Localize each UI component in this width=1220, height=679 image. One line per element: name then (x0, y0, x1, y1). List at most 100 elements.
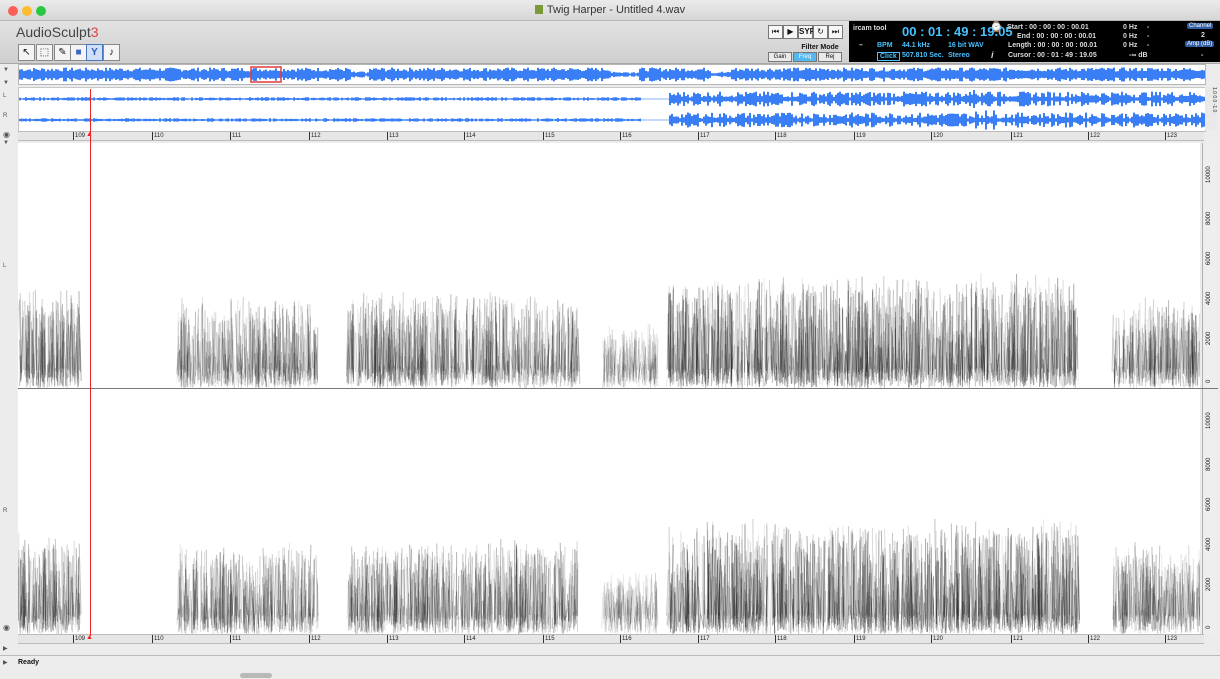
hz-dash-1: - (1147, 24, 1150, 31)
cursor-readout: Cursor : 00 : 01 : 49 : 19.05 (1008, 52, 1097, 59)
ruler-tick-121: 121 (1011, 132, 1024, 140)
ruler-tick-111: 111 (230, 635, 242, 643)
freq-tick-8000: 8000 (1206, 211, 1212, 225)
ruler-tick-119: 119 (854, 132, 866, 140)
playhead-marker-top[interactable]: ▲ (86, 131, 93, 138)
hz-readout-2: 0 Hz (1123, 33, 1138, 40)
click-button[interactable]: Click (877, 52, 900, 61)
hz-dash-2: - (1147, 33, 1150, 40)
tempo-dash: – (859, 42, 863, 49)
info-icon[interactable]: i (991, 50, 994, 60)
ircam-logo: ircam tool (853, 25, 887, 32)
marquee-tool-button[interactable]: ⬚ (36, 44, 53, 61)
ruler-tick-116: 116 (620, 132, 632, 140)
time-ruler-top[interactable]: 109 110 111 112 113 114 115 116 117 118 119 120 121 1… (18, 131, 1204, 141)
filter-mode-label: Filter Mode (801, 44, 839, 51)
ruler-tick-110: 110 (152, 132, 164, 140)
channel-label-left-wave: L (3, 93, 7, 99)
bit-depth: 16 bit WAV (948, 42, 984, 49)
overview-expand-icon[interactable]: ▼ (3, 80, 9, 86)
horizontal-scrollbar[interactable] (240, 673, 272, 678)
ruler-tick-122: 122 (1088, 132, 1101, 140)
ruler-tick-114: 114 (464, 635, 476, 643)
time-ruler-bottom[interactable]: 109 110 111 112 113 114 115 116 117 118 119 120 121 1… (18, 634, 1204, 644)
forward-button[interactable]: ⏭ (828, 25, 843, 39)
ruler-tick-114: 114 (464, 132, 476, 140)
freq-tick-2000: 2000 (1206, 577, 1212, 591)
overview-collapse-icon[interactable]: ▼ (3, 67, 9, 73)
metronome-icon[interactable]: ⌚ (990, 22, 1003, 33)
ruler-tick-113: 113 (387, 132, 399, 140)
filter-rej-button[interactable]: Rej (818, 52, 842, 62)
stereo-waveform-svg (19, 90, 1205, 130)
freq-tick-6000: 6000 (1206, 251, 1212, 265)
freq-tick-0: 0 (1206, 379, 1212, 383)
ruler-tick-122: 122 (1088, 635, 1101, 643)
play-button[interactable]: ▶ (783, 25, 798, 39)
freq-tick-10000: 10000 (1206, 412, 1212, 429)
channel-divider (18, 388, 1218, 389)
freq-tick-4000: 4000 (1206, 537, 1212, 551)
time-display: 00 : 01 : 49 : 19.05 (902, 24, 1013, 39)
expand-arrow-icon[interactable]: ▶ (3, 646, 8, 652)
amp-value[interactable]: - (1201, 52, 1204, 59)
zoom-toggle-top[interactable]: ◉ (3, 130, 10, 139)
ruler-tick-120: 120 (931, 635, 944, 643)
synthesis-button[interactable]: SYP (798, 25, 815, 39)
channels-mode: Stereo (948, 52, 970, 59)
channel-label-right-spec: R (3, 508, 8, 514)
playhead-marker-bottom[interactable]: ▲ (86, 634, 93, 641)
filter-tool-button[interactable]: Y (86, 44, 103, 61)
spectrogram-collapse-icon[interactable]: ▼ (3, 140, 9, 146)
status-text: Ready (18, 659, 40, 666)
playhead-cursor[interactable] (90, 89, 91, 636)
ruler-tick-112: 112 (309, 635, 321, 643)
freq-tick-0: 0 (1206, 625, 1212, 629)
filter-freq-button[interactable]: Freq (793, 52, 817, 62)
ruler-tick-111: 111 (230, 132, 242, 140)
channel-value[interactable]: 2 (1201, 32, 1205, 39)
rewind-button[interactable]: ⏮ (768, 25, 783, 39)
frequency-axis-left: 10000 8000 6000 4000 2000 0 (1202, 143, 1219, 388)
overview-selection-box[interactable] (250, 66, 282, 83)
spectrogram-right[interactable] (16, 389, 1202, 635)
amp-label: Amp (dB) (1185, 41, 1215, 47)
zoom-window-button[interactable] (36, 6, 46, 16)
note-tool-button[interactable]: ♪ (103, 44, 120, 61)
zoom-toggle-bottom[interactable]: ◉ (3, 623, 10, 632)
channel-label-left-spec: L (3, 263, 7, 269)
status-disclosure-icon[interactable]: ▶ (3, 660, 8, 666)
freq-tick-8000: 8000 (1206, 457, 1212, 471)
app-logo: AudioSculpt3 (16, 24, 99, 40)
overview-waveform[interactable] (18, 64, 1206, 85)
ruler-tick-116: 116 (620, 635, 632, 643)
ruler-tick-110: 110 (152, 635, 164, 643)
ruler-tick-118: 118 (775, 635, 787, 643)
ruler-tick-113: 113 (387, 635, 399, 643)
stereo-waveform[interactable] (18, 87, 1206, 132)
minimize-window-button[interactable] (22, 6, 32, 16)
ruler-tick-119: 119 (854, 635, 866, 643)
hz-readout-3: 0 Hz (1123, 42, 1138, 49)
pointer-tool-button[interactable]: ↖ (18, 44, 35, 61)
frequency-axis-right: 10000 8000 6000 4000 2000 0 (1202, 389, 1219, 634)
ruler-tick-109: 109 (73, 635, 86, 643)
pencil-tool-button[interactable]: ✎ (54, 44, 71, 61)
amplitude-scale: 1.0 0.0 -1.0 (1205, 87, 1217, 130)
close-window-button[interactable] (8, 6, 18, 16)
ruler-tick-117: 117 (698, 132, 710, 140)
hz-readout-1: 0 Hz (1123, 24, 1138, 31)
ruler-tick-123: 123 (1165, 132, 1178, 140)
length-readout: Length : 00 : 00 : 00 : 00.01 (1008, 42, 1098, 49)
ruler-tick-120: 120 (931, 132, 944, 140)
filter-gain-button[interactable]: Gain (768, 52, 792, 62)
loop-button[interactable]: ↻ (813, 25, 828, 39)
rect-fill-tool-button[interactable]: ■ (70, 44, 87, 61)
hz-dash-3: - (1147, 42, 1150, 49)
window-title: Twig Harper - Untitled 4.wav (0, 4, 1220, 16)
sample-rate: 44.1 kHz (902, 42, 931, 49)
ruler-tick-112: 112 (309, 132, 321, 140)
spectrogram-left[interactable] (16, 143, 1201, 389)
spectrogram-right-svg (16, 518, 1202, 635)
info-panel: ircam tool 00 : 01 : 49 : 19.05 ⌚ – BPM … (849, 21, 1220, 62)
